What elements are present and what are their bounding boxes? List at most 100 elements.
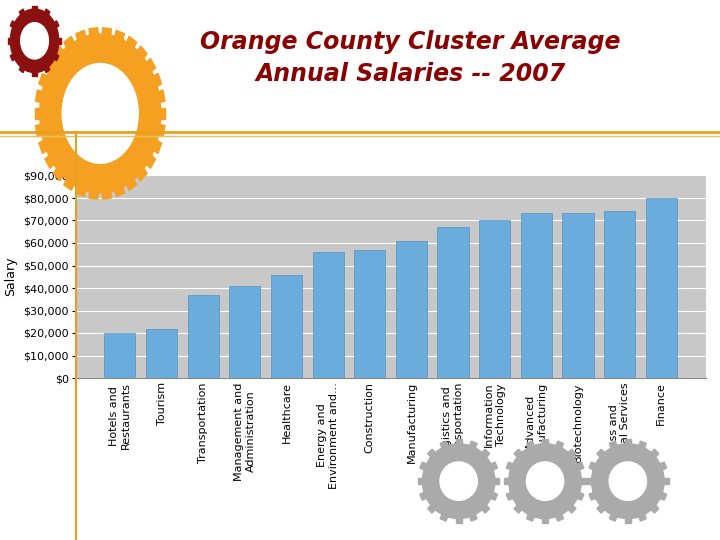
Polygon shape (8, 38, 13, 44)
Polygon shape (487, 491, 498, 500)
Polygon shape (597, 449, 608, 460)
Y-axis label: Salary: Salary (4, 257, 17, 296)
Polygon shape (506, 462, 517, 471)
Polygon shape (45, 58, 58, 75)
Polygon shape (143, 58, 156, 75)
Bar (229, 286, 261, 378)
Polygon shape (89, 28, 99, 41)
Polygon shape (19, 64, 26, 72)
Polygon shape (102, 186, 112, 199)
Polygon shape (526, 510, 536, 521)
Bar (271, 274, 302, 378)
Polygon shape (420, 462, 431, 471)
Polygon shape (420, 491, 431, 500)
Bar (646, 198, 677, 378)
Polygon shape (428, 449, 438, 460)
Polygon shape (135, 46, 147, 63)
Polygon shape (76, 30, 87, 45)
Bar (312, 252, 343, 378)
Polygon shape (542, 514, 548, 523)
Polygon shape (440, 441, 449, 452)
Circle shape (440, 462, 477, 501)
Polygon shape (428, 502, 438, 513)
Polygon shape (514, 502, 525, 513)
Polygon shape (113, 181, 125, 197)
Polygon shape (573, 462, 584, 471)
Polygon shape (456, 514, 462, 523)
Polygon shape (656, 462, 667, 471)
Polygon shape (35, 123, 47, 137)
Polygon shape (113, 30, 125, 45)
Polygon shape (64, 36, 76, 53)
Polygon shape (156, 108, 166, 119)
Polygon shape (656, 491, 667, 500)
Polygon shape (589, 491, 600, 500)
Polygon shape (589, 462, 600, 471)
Polygon shape (637, 510, 647, 521)
Circle shape (423, 444, 495, 518)
Polygon shape (10, 21, 17, 29)
Polygon shape (53, 46, 66, 63)
Polygon shape (625, 439, 631, 448)
Polygon shape (573, 491, 584, 500)
Bar (104, 333, 135, 378)
Polygon shape (39, 138, 51, 153)
Polygon shape (89, 186, 99, 199)
Polygon shape (514, 449, 525, 460)
Polygon shape (479, 502, 490, 513)
Bar (146, 328, 177, 378)
Circle shape (10, 9, 59, 72)
Circle shape (592, 444, 664, 518)
Polygon shape (53, 164, 66, 181)
Bar (479, 220, 510, 378)
Text: Annual Salaries -- 2007: Annual Salaries -- 2007 (256, 62, 565, 86)
Circle shape (21, 23, 48, 59)
Polygon shape (45, 152, 58, 168)
Circle shape (62, 64, 138, 163)
Polygon shape (43, 64, 50, 72)
Polygon shape (64, 174, 76, 191)
Polygon shape (565, 449, 576, 460)
Polygon shape (149, 73, 161, 89)
Bar (562, 213, 594, 378)
Polygon shape (468, 441, 477, 452)
Polygon shape (143, 152, 156, 168)
Polygon shape (39, 73, 51, 89)
Bar (521, 213, 552, 378)
Polygon shape (56, 38, 61, 44)
Polygon shape (154, 90, 165, 104)
Circle shape (509, 444, 581, 518)
Circle shape (40, 34, 161, 193)
Polygon shape (125, 36, 137, 53)
Polygon shape (526, 441, 536, 452)
Polygon shape (587, 478, 596, 484)
Polygon shape (487, 462, 498, 471)
Polygon shape (490, 478, 500, 484)
Text: Orange County Cluster Average: Orange County Cluster Average (200, 30, 621, 53)
Polygon shape (554, 441, 564, 452)
Polygon shape (597, 502, 608, 513)
Polygon shape (154, 123, 165, 137)
Circle shape (609, 462, 647, 501)
Bar (187, 295, 219, 378)
Polygon shape (43, 9, 50, 18)
Polygon shape (135, 164, 147, 181)
Polygon shape (32, 69, 37, 76)
Polygon shape (542, 439, 548, 448)
Polygon shape (565, 502, 576, 513)
Bar (354, 249, 385, 378)
Polygon shape (609, 441, 618, 452)
Polygon shape (648, 449, 659, 460)
Polygon shape (35, 90, 47, 104)
Polygon shape (456, 439, 462, 448)
Polygon shape (504, 478, 513, 484)
Polygon shape (19, 9, 26, 18)
Bar (438, 227, 469, 378)
Polygon shape (468, 510, 477, 521)
Polygon shape (609, 510, 618, 521)
Polygon shape (577, 478, 586, 484)
Bar (396, 241, 427, 378)
Bar (604, 212, 635, 378)
Polygon shape (648, 502, 659, 513)
Polygon shape (53, 52, 59, 61)
